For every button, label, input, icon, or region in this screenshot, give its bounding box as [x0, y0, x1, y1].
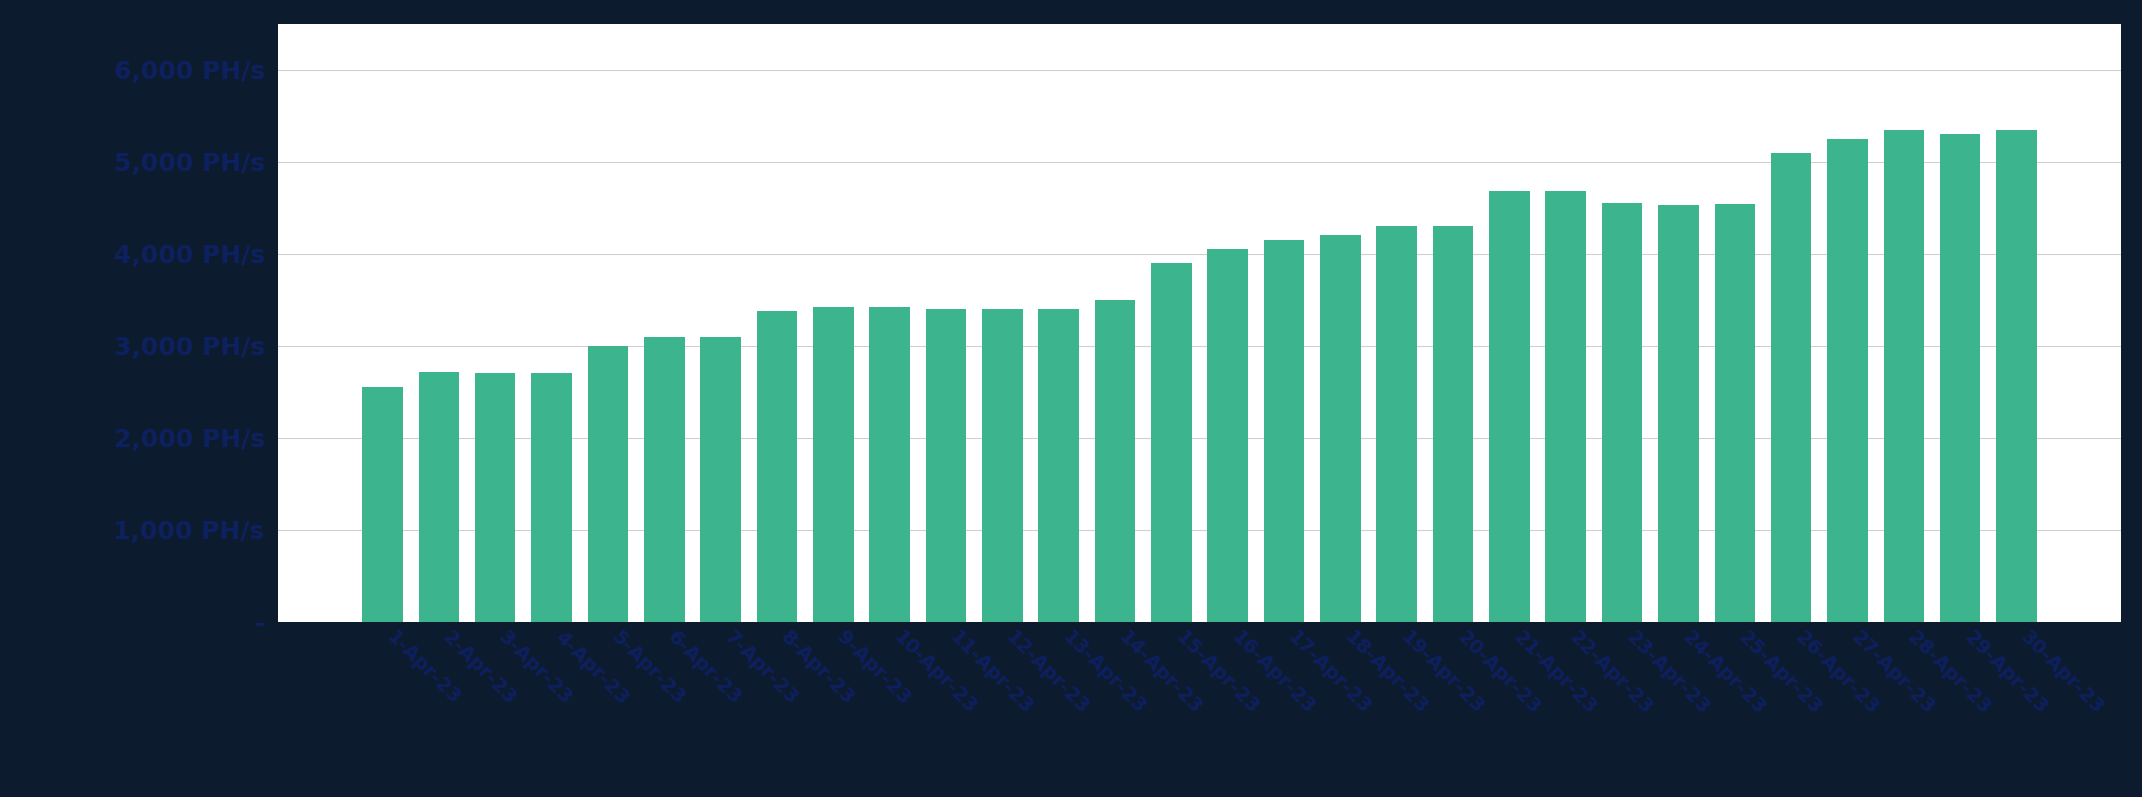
Bar	[1433, 226, 1474, 622]
Bar	[1208, 249, 1249, 622]
Bar	[531, 373, 572, 622]
Bar	[1714, 204, 1754, 622]
Bar	[814, 307, 853, 622]
Bar	[1996, 130, 2037, 622]
Bar	[1264, 240, 1304, 622]
Bar	[1658, 205, 1699, 622]
Bar	[1771, 153, 1812, 622]
Bar	[1883, 130, 1924, 622]
Bar	[476, 373, 516, 622]
Bar	[1547, 191, 1585, 622]
Bar	[981, 309, 1022, 622]
Bar	[1377, 226, 1418, 622]
Bar	[925, 309, 966, 622]
Bar	[362, 387, 403, 622]
Bar	[1602, 203, 1643, 622]
Bar	[1489, 191, 1529, 622]
Bar	[756, 311, 797, 622]
Bar	[587, 346, 628, 622]
Bar	[1941, 134, 1981, 622]
Bar	[1039, 309, 1080, 622]
Bar	[870, 307, 910, 622]
Bar	[645, 336, 685, 622]
Bar	[1319, 235, 1360, 622]
Bar	[1095, 300, 1135, 622]
Bar	[418, 371, 458, 622]
Bar	[700, 336, 741, 622]
Bar	[1827, 139, 1868, 622]
Bar	[1150, 263, 1191, 622]
